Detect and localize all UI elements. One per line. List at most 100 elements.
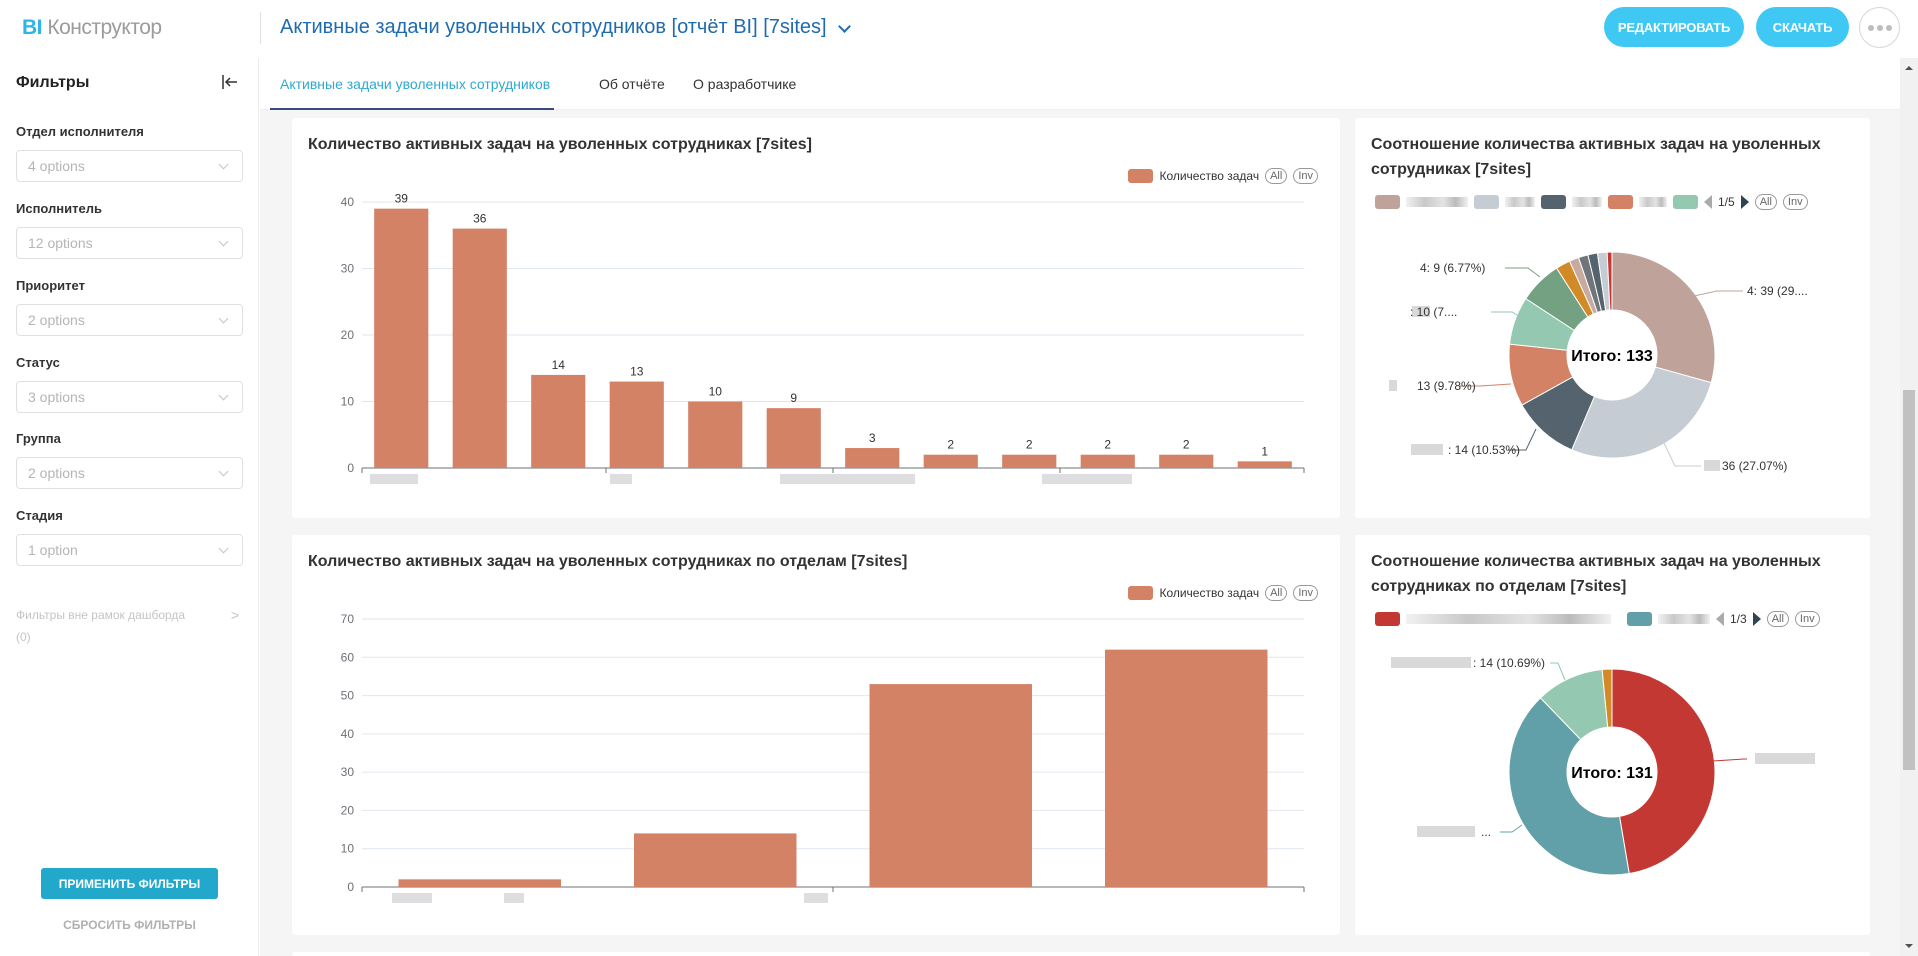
pie-slice[interactable] [1508,697,1630,876]
legend-swatch[interactable] [1627,612,1652,626]
bar[interactable] [452,228,507,468]
select-value: 1 option [28,542,78,558]
bar[interactable] [766,408,821,468]
reset-filters-button[interactable]: СБРОСИТЬ ФИЛЬТРЫ [41,915,218,935]
filters-sidebar: Фильтры Отдел исполнителя 4 options Испо… [0,58,259,956]
legend-swatch[interactable] [1541,195,1566,209]
bar[interactable] [1237,461,1292,468]
pie-slice[interactable] [1601,668,1613,728]
bar[interactable] [1105,649,1268,887]
legend-swatch[interactable] [1608,195,1633,209]
slice-label: 4: 39 (29.... [1747,284,1808,298]
pie-slice[interactable] [1611,668,1716,875]
bar[interactable] [398,879,561,887]
legend-invert-button[interactable]: Inv [1293,168,1318,184]
label-leader-line [1508,428,1537,451]
filter-group: Группа 2 options [16,431,243,489]
select-value: 2 options [28,312,85,328]
chart-title: Соотношение количества активных задач на… [1371,136,1821,178]
legend-all-button[interactable]: All [1265,585,1288,601]
legend-prev-icon[interactable] [1716,612,1724,626]
pie-chart: Итого: 131...: 14 (10.69%) [1391,656,1815,876]
outside-dashboard-filters[interactable]: Фильтры вне рамок дашборда (0) > [16,604,243,648]
legend-invert-button[interactable]: Inv [1794,611,1820,627]
legend-label-redacted[interactable] [1406,614,1611,624]
slice-label-redacted [1391,657,1471,668]
legend-label-redacted[interactable] [1572,197,1602,207]
legend-all-button[interactable]: All [1754,194,1777,210]
bar[interactable] [1080,454,1135,468]
chart-card-tasks-by-employee: Количество активных задач на уволенных с… [292,118,1340,518]
legend-label-redacted[interactable] [1639,197,1667,207]
chevron-down-icon[interactable] [837,20,853,36]
legend-invert-button[interactable]: Inv [1782,194,1808,210]
y-tick-label: 30 [341,765,355,779]
legend-all-button[interactable]: All [1265,168,1288,184]
report-title[interactable]: Активные задачи уволенных сотрудников [о… [280,16,853,39]
scrollbar-thumb[interactable] [1903,390,1915,770]
bar[interactable] [923,454,978,468]
priority-select[interactable]: 2 options [16,304,243,336]
legend-next-icon[interactable] [1752,612,1761,626]
tab-about-developer[interactable]: О разработчике [693,76,797,92]
legend-label-redacted[interactable] [1658,614,1710,624]
legend-prev-icon[interactable] [1704,195,1712,209]
logo[interactable]: BI Конструктор [22,16,162,40]
tab-active-tasks[interactable]: Активные задачи уволенных сотрудников [269,76,555,110]
bar[interactable] [1159,454,1214,468]
group-select[interactable]: 2 options [16,457,243,489]
legend-label[interactable]: Количество задач [1159,169,1260,183]
legend-swatch[interactable] [1375,195,1400,209]
y-tick-label: 0 [347,461,354,475]
bar[interactable] [531,374,586,468]
bar[interactable] [845,448,900,468]
apply-filters-button[interactable]: ПРИМЕНИТЬ ФИЛЬТРЫ [41,868,218,899]
legend-swatch[interactable] [1128,169,1154,183]
scroll-up-arrow-icon[interactable] [1905,66,1913,70]
legend-next-icon[interactable] [1740,195,1749,209]
pie-slice[interactable] [1611,251,1716,384]
slice-label-redacted [1412,306,1430,317]
tab-about-report[interactable]: Об отчёте [599,76,665,92]
page-scrollbar[interactable] [1900,58,1918,956]
y-tick-label: 30 [341,262,355,276]
scroll-down-arrow-icon[interactable] [1905,944,1913,948]
assignee-select[interactable]: 12 options [16,227,243,259]
y-tick-label: 10 [341,842,355,856]
more-dot-icon [1885,24,1892,31]
dashboard-content: Количество активных задач на уволенных с… [260,110,1900,956]
legend-swatch[interactable] [1673,195,1698,209]
legend-all-button[interactable]: All [1766,611,1789,627]
bar[interactable] [869,684,1032,887]
legend-swatch[interactable] [1128,586,1154,600]
stage-select[interactable]: 1 option [16,534,243,566]
edit-button[interactable]: РЕДАКТИРОВАТЬ [1604,7,1744,47]
bar[interactable] [1002,454,1057,468]
bar-value-label: 3 [869,431,876,445]
legend-label[interactable]: Количество задач [1159,586,1260,600]
pie-slice[interactable] [1571,366,1712,459]
chart-title: Соотношение количества активных задач на… [1371,553,1821,595]
legend-invert-button[interactable]: Inv [1293,585,1318,601]
chevron-down-icon [218,236,229,246]
department-select[interactable]: 4 options [16,150,243,182]
legend-swatch[interactable] [1375,612,1400,626]
slice-label: : 14 (10.69%) [1473,656,1545,670]
collapse-sidebar-icon[interactable] [220,72,240,92]
x-tick-label-redacted [504,893,524,903]
pie-slice[interactable] [1606,251,1613,311]
more-options-button[interactable] [1859,7,1900,48]
legend-swatch[interactable] [1474,195,1499,209]
legend-label-redacted[interactable] [1505,197,1535,207]
bar[interactable] [609,381,664,468]
bar[interactable] [634,833,797,887]
bar[interactable] [688,401,743,469]
legend-label-redacted[interactable] [1406,197,1468,207]
bar-value-label: 2 [947,438,954,452]
status-select[interactable]: 3 options [16,381,243,413]
chevron-down-icon [218,313,229,323]
download-button[interactable]: СКАЧАТЬ [1756,7,1849,47]
select-value: 12 options [28,235,93,251]
select-value: 3 options [28,389,85,405]
bar[interactable] [374,208,429,468]
